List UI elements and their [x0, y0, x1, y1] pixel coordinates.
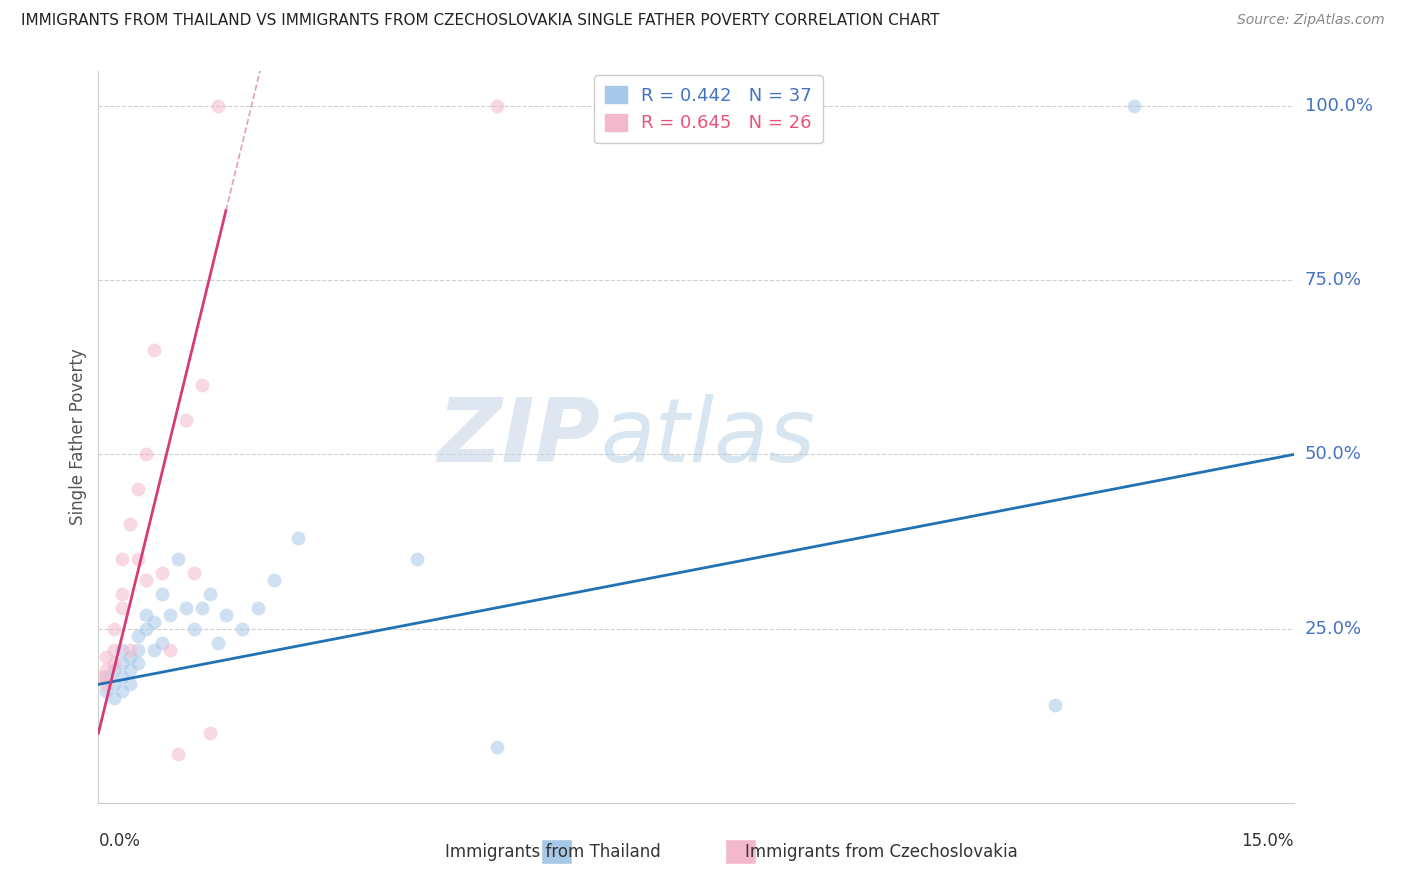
Point [111, 670, 134, 684]
Text: 50.0%: 50.0% [1305, 445, 1361, 464]
Y-axis label: Single Father Poverty: Single Father Poverty [69, 349, 87, 525]
Text: 15.0%: 15.0% [1241, 832, 1294, 850]
Point [120, 642, 142, 657]
Point [135, 607, 157, 622]
Point [183, 622, 205, 636]
Point [111, 684, 134, 698]
Point [127, 657, 149, 671]
Point [231, 622, 253, 636]
Point [127, 629, 149, 643]
Point [111, 552, 134, 566]
Point [111, 657, 134, 671]
Point [174, 600, 197, 615]
Text: Immigrants from Thailand: Immigrants from Thailand [446, 843, 661, 861]
Point [120, 517, 142, 532]
Point [120, 664, 142, 678]
Point [103, 622, 125, 636]
Point [143, 615, 166, 629]
Text: Source: ZipAtlas.com: Source: ZipAtlas.com [1237, 13, 1385, 28]
Point [287, 531, 309, 545]
Text: 75.0%: 75.0% [1305, 271, 1362, 289]
Point [103, 677, 125, 691]
Point [174, 412, 197, 426]
Point [159, 642, 181, 657]
Point [127, 552, 149, 566]
Point [485, 740, 508, 755]
Point [120, 649, 142, 664]
Point [150, 587, 173, 601]
Point [96, 677, 118, 691]
Point [127, 642, 149, 657]
Point [96, 670, 118, 684]
Point [111, 587, 134, 601]
Legend: R = 0.442   N = 37, R = 0.645   N = 26: R = 0.442 N = 37, R = 0.645 N = 26 [595, 75, 823, 144]
Point [1123, 99, 1146, 113]
Text: 25.0%: 25.0% [1305, 620, 1362, 638]
Point [135, 448, 157, 462]
Text: atlas: atlas [600, 394, 815, 480]
Point [406, 552, 429, 566]
Point [143, 343, 166, 357]
Point [485, 99, 508, 113]
Point [191, 377, 214, 392]
Point [215, 607, 238, 622]
Point [159, 607, 181, 622]
Point [198, 726, 221, 740]
Point [135, 622, 157, 636]
Point [103, 664, 125, 678]
Point [183, 566, 205, 580]
Point [103, 642, 125, 657]
Point [103, 657, 125, 671]
Point [91, 670, 114, 684]
Text: 100.0%: 100.0% [1305, 97, 1372, 115]
Text: 0.0%: 0.0% [98, 832, 141, 850]
Point [207, 99, 229, 113]
Point [198, 587, 221, 601]
Point [207, 635, 229, 649]
Point [167, 552, 190, 566]
Point [167, 747, 190, 761]
Point [135, 573, 157, 587]
Point [111, 600, 134, 615]
Point [127, 483, 149, 497]
Point [263, 573, 285, 587]
Point [246, 600, 269, 615]
Text: IMMIGRANTS FROM THAILAND VS IMMIGRANTS FROM CZECHOSLOVAKIA SINGLE FATHER POVERTY: IMMIGRANTS FROM THAILAND VS IMMIGRANTS F… [21, 13, 939, 29]
Point [111, 642, 134, 657]
Point [150, 635, 173, 649]
Point [143, 642, 166, 657]
Point [120, 677, 142, 691]
Point [96, 664, 118, 678]
Point [191, 600, 214, 615]
Text: ZIP: ZIP [437, 393, 600, 481]
Point [96, 684, 118, 698]
Point [96, 649, 118, 664]
Point [103, 691, 125, 706]
Point [150, 566, 173, 580]
Text: Immigrants from Czechoslovakia: Immigrants from Czechoslovakia [745, 843, 1018, 861]
Point [1043, 698, 1066, 713]
